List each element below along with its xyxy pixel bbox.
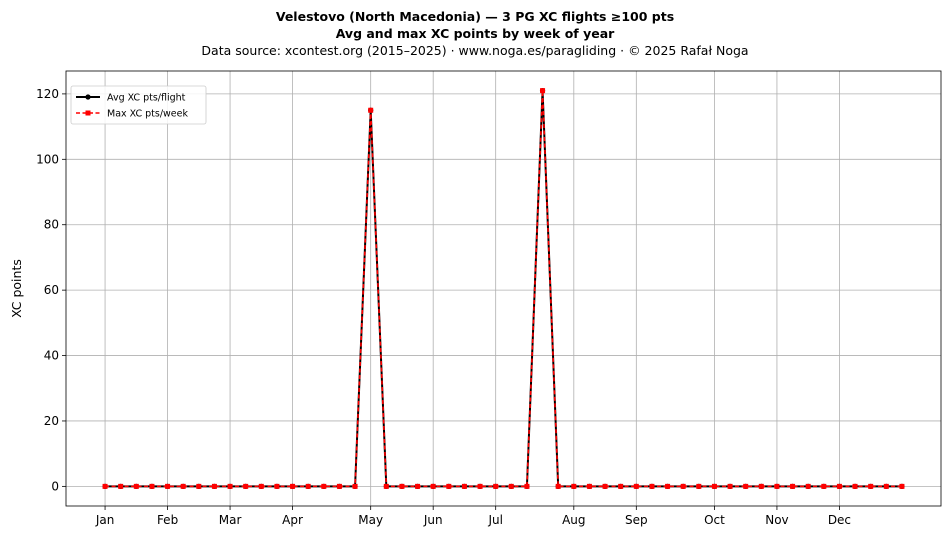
data-point-max [524,483,530,489]
data-point-max [743,483,749,489]
x-tick-label: Nov [765,513,788,527]
data-point-max [790,483,796,489]
legend-label: Avg XC pts/flight [107,93,186,104]
data-point-max [165,483,171,489]
data-point-max [805,483,811,489]
data-point-max [821,483,827,489]
y-tick-label: 20 [44,414,59,428]
x-tick-label: May [358,513,383,527]
data-point-max [133,483,139,489]
data-point-max [227,483,233,489]
x-tick-label: Mar [219,513,242,527]
x-tick-label: Jul [487,513,502,527]
data-point-max [196,483,202,489]
data-point-max [336,483,342,489]
data-point-max [774,483,780,489]
data-point-max [680,483,686,489]
plot-frame [65,70,942,507]
data-point-max [383,483,389,489]
legend-marker [85,94,91,100]
chart-titles: Velestovo (North Macedonia) — 3 PG XC fl… [0,8,950,59]
data-point-max [243,483,249,489]
data-point-max [571,483,577,489]
data-point-max [602,483,608,489]
data-point-max [446,483,452,489]
data-point-max [493,483,499,489]
data-point-max [211,483,217,489]
x-tick-label: Feb [157,513,178,527]
data-point-max [461,483,467,489]
data-point-max [321,483,327,489]
data-point-max [586,483,592,489]
data-point-max [836,483,842,489]
data-point-max [711,483,717,489]
chart-title: Velestovo (North Macedonia) — 3 PG XC fl… [275,9,675,24]
data-point-max [649,483,655,489]
legend-box [70,85,207,125]
data-point-max [618,483,624,489]
legend-marker [85,110,91,116]
y-axis-label: XC points [9,259,24,318]
data-point-max [149,483,155,489]
data-point-max [118,483,124,489]
data-point-max [540,88,546,94]
data-point-max [399,483,405,489]
data-point-max [368,107,374,113]
series-line-1 [105,89,902,488]
data-point-max [102,483,108,489]
data-point-max [555,483,561,489]
data-point-max [883,483,889,489]
x-tick-label: Sep [625,513,648,527]
data-point-max [508,483,514,489]
x-tick-label: Apr [282,513,303,527]
data-point-max [430,483,436,489]
data-point-max [868,483,874,489]
legend-label: Max XC pts/week [107,109,188,120]
x-tick-label: Dec [828,513,851,527]
data-point-max [899,483,905,489]
y-tick-label: 100 [36,152,59,166]
data-point-max [477,483,483,489]
chart-source: Data source: xcontest.org (2015–2025) · … [201,43,749,58]
data-point-max [415,483,421,489]
y-tick-label: 80 [44,218,59,232]
data-point-max [727,483,733,489]
data-point-max [258,483,264,489]
data-point-max [633,483,639,489]
data-point-max [274,483,280,489]
y-tick-label: 120 [36,87,59,101]
data-point-max [758,483,764,489]
data-point-max [352,483,358,489]
data-point-max [305,483,311,489]
y-tick-label: 40 [44,349,59,363]
x-tick-label: Jun [423,513,443,527]
data-point-max [696,483,702,489]
chart-subtitle: Avg and max XC points by week of year [335,26,615,41]
data-point-max [290,483,296,489]
data-point-max [665,483,671,489]
x-tick-label: Oct [704,513,725,527]
data-point-max [852,483,858,489]
y-tick-label: 0 [51,479,59,493]
data-point-max [180,483,186,489]
y-tick-label: 60 [44,283,59,297]
x-tick-label: Jan [95,513,115,527]
series-line-2 [105,89,902,488]
x-tick-label: Aug [562,513,585,527]
